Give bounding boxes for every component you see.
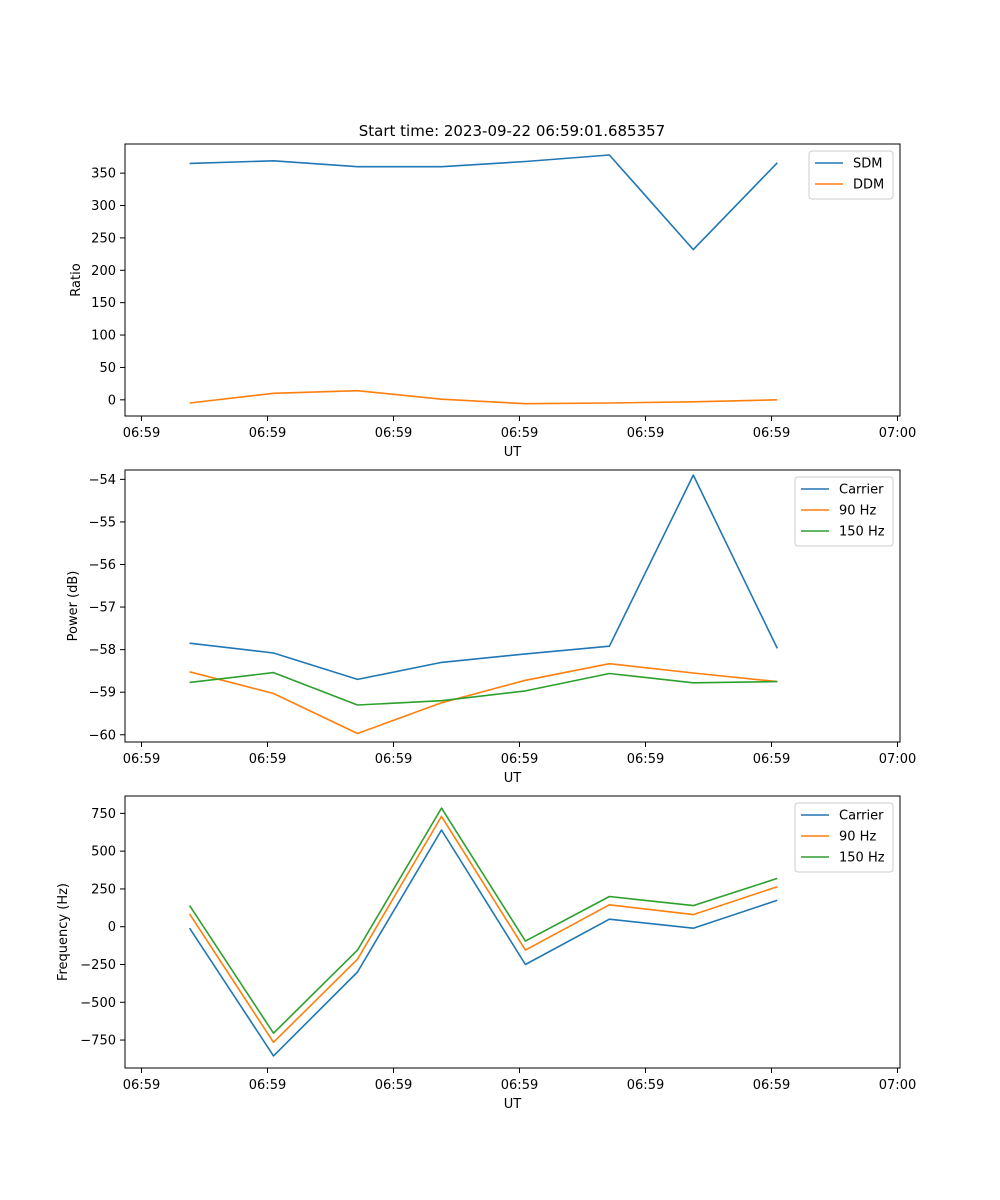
x-tick-label: 06:59 (627, 426, 664, 441)
x-tick-label: 06:59 (627, 1078, 664, 1093)
x-tick-label: 06:59 (501, 752, 538, 767)
series-line-sdm (189, 154, 778, 251)
series-line-carrier (188, 829, 778, 1057)
x-tick-label: 06:59 (123, 752, 160, 767)
legend: Carrier 90 Hz 150 Hz (794, 476, 894, 547)
x-tick-label: 06:59 (375, 1078, 412, 1093)
axes-frame (124, 795, 901, 1069)
x-tick-label: 07:00 (879, 752, 916, 767)
x-tick-label: 06:59 (249, 426, 286, 441)
series-line-90-hz (189, 662, 778, 735)
y-tick-label: 350 (91, 167, 116, 182)
series-line-150-hz (189, 671, 778, 706)
x-tick-label: 06:59 (375, 752, 412, 767)
x-tick-label: 06:59 (249, 752, 286, 767)
y-axis-label: Ratio (69, 263, 84, 296)
x-tick-label: 06:59 (249, 1078, 286, 1093)
x-tick-label: 06:59 (627, 752, 664, 767)
legend-label: 90 Hz (839, 830, 876, 845)
y-tick-label: −55 (89, 515, 116, 530)
frequency-panel: 06:59 06:59 06:59 06:59 06:59 06:59 07:00 −750 −… (56, 795, 916, 1112)
x-axis-label: UT (504, 445, 522, 460)
y-tick-label: −57 (89, 601, 116, 616)
x-axis-label: UT (504, 771, 522, 786)
y-tick-label: 100 (91, 329, 116, 344)
ratio-panel: 06:59 06:59 06:59 06:59 06:59 06:59 07:00 0 50 10… (69, 143, 916, 460)
y-tick-label: −54 (89, 473, 116, 488)
y-tick-label: 250 (91, 882, 116, 897)
y-tick-label: 750 (91, 807, 116, 822)
y-tick-label: 500 (91, 845, 116, 860)
y-axis-label: Power (dB) (66, 571, 81, 642)
x-tick-label: 06:59 (123, 426, 160, 441)
legend-label: Carrier (839, 483, 884, 498)
y-tick-label: 0 (108, 393, 116, 408)
x-tick-label: 06:59 (375, 426, 412, 441)
y-tick-label: −60 (89, 728, 116, 743)
legend-box (794, 476, 894, 547)
legend-box (794, 802, 894, 873)
legend-label: Carrier (839, 809, 884, 824)
legend-label: 90 Hz (839, 504, 876, 519)
y-tick-label: −750 (80, 1034, 116, 1049)
legend-label: 150 Hz (839, 525, 885, 540)
chart-title: Start time: 2023-09-22 06:59:01.685357 (359, 122, 665, 140)
legend-label: DDM (853, 178, 884, 193)
x-tick-label: 06:59 (123, 1078, 160, 1093)
y-tick-label: 300 (91, 199, 116, 214)
y-tick-label: 200 (91, 264, 116, 279)
y-axis-label: Frequency (Hz) (56, 883, 71, 981)
series-line-ddm (189, 389, 778, 405)
y-tick-label: −250 (80, 958, 116, 973)
x-axis-label: UT (504, 1097, 522, 1112)
series-line-150-hz (188, 807, 778, 1034)
x-tick-label: 06:59 (753, 752, 790, 767)
x-tick-label: 07:00 (879, 1078, 916, 1093)
x-tick-label: 06:59 (753, 1078, 790, 1093)
y-tick-label: 50 (99, 361, 116, 376)
y-tick-label: −56 (89, 558, 116, 573)
power-panel: 06:59 06:59 06:59 06:59 06:59 06:59 07:00 −60 −5… (66, 469, 916, 786)
series-line-90-hz (188, 815, 778, 1044)
x-tick-label: 06:59 (501, 1078, 538, 1093)
legend: SDM DDM (808, 150, 894, 200)
y-tick-label: 150 (91, 296, 116, 311)
x-tick-label: 07:00 (879, 426, 916, 441)
y-tick-label: −58 (89, 643, 116, 658)
axes-frame (124, 143, 901, 417)
y-tick-label: 0 (108, 920, 116, 935)
y-tick-label: −59 (89, 686, 116, 701)
legend-label: SDM (853, 157, 882, 172)
series-line-carrier (189, 474, 779, 681)
y-tick-label: −500 (80, 996, 116, 1011)
legend-label: 150 Hz (839, 851, 885, 866)
x-tick-label: 06:59 (501, 426, 538, 441)
y-tick-label: 250 (91, 231, 116, 246)
x-tick-label: 06:59 (753, 426, 790, 441)
legend: Carrier 90 Hz 150 Hz (794, 802, 894, 873)
axes-frame (124, 469, 901, 743)
